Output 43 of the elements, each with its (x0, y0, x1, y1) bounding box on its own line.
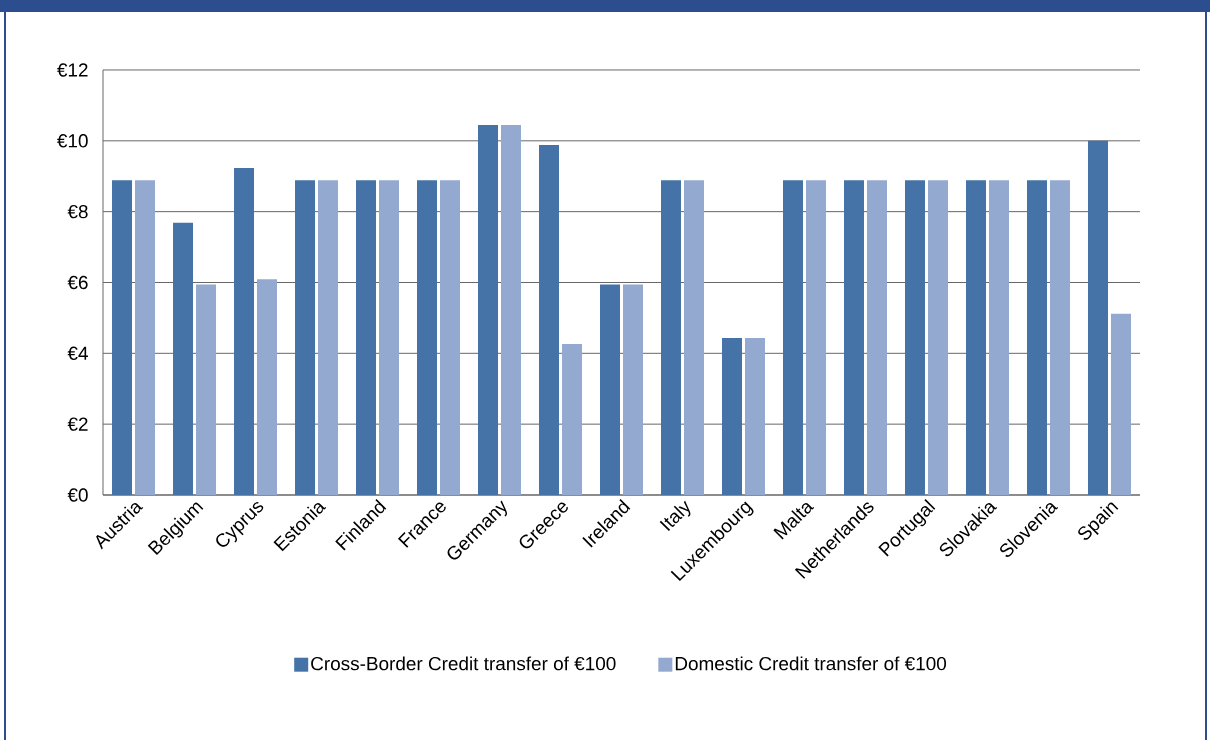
bar (988, 180, 1009, 495)
bar (356, 180, 376, 495)
y-tick-label: €2 (67, 417, 88, 431)
bar (135, 180, 156, 495)
bar (295, 180, 316, 495)
y-tick-label: €0 (67, 488, 88, 502)
bar (196, 284, 217, 495)
bar (904, 180, 925, 495)
bar (661, 180, 681, 495)
bar (417, 180, 437, 495)
y-tick-label: €12 (57, 63, 88, 77)
bar (783, 180, 803, 495)
legend-label: Cross-Border Credit transfer of €100 (311, 656, 616, 671)
bar (806, 180, 826, 495)
bar (318, 180, 339, 495)
bar (478, 124, 498, 495)
bar (623, 284, 643, 495)
y-tick-label: €8 (67, 204, 88, 219)
bar (867, 180, 887, 495)
y-tick-label: €4 (67, 346, 88, 361)
bar (257, 279, 278, 495)
bar (684, 180, 704, 495)
bar (379, 180, 399, 495)
bar (844, 180, 864, 495)
bar (562, 344, 582, 495)
bar (112, 180, 133, 495)
y-tick-label: €10 (57, 134, 88, 148)
bar (965, 180, 986, 495)
bar (234, 168, 255, 495)
bar (539, 145, 559, 495)
bar (600, 284, 620, 495)
bar (1087, 140, 1108, 495)
bar (927, 180, 948, 495)
bar (745, 338, 765, 495)
bar (1049, 180, 1070, 495)
y-tick-label: €6 (67, 275, 88, 290)
legend-label: Domestic Credit transfer of €100 (675, 656, 947, 671)
bar (722, 338, 742, 495)
bar (1026, 180, 1047, 495)
bar (501, 124, 521, 495)
bar (1110, 313, 1131, 495)
bar (440, 180, 460, 495)
bar (173, 222, 194, 495)
